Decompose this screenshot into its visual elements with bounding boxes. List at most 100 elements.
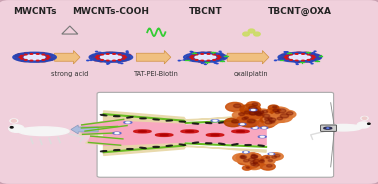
Ellipse shape — [307, 54, 310, 55]
Ellipse shape — [178, 60, 180, 61]
Circle shape — [244, 117, 248, 119]
Circle shape — [273, 109, 279, 112]
Polygon shape — [80, 126, 121, 135]
Ellipse shape — [20, 55, 23, 56]
Circle shape — [263, 116, 274, 122]
Ellipse shape — [314, 55, 319, 56]
Ellipse shape — [19, 57, 22, 58]
Ellipse shape — [24, 55, 45, 60]
Ellipse shape — [314, 51, 316, 52]
Circle shape — [265, 118, 269, 120]
Circle shape — [252, 154, 255, 156]
Circle shape — [249, 161, 260, 166]
Ellipse shape — [124, 59, 129, 60]
Circle shape — [361, 116, 368, 120]
Ellipse shape — [284, 57, 287, 58]
Ellipse shape — [310, 62, 311, 63]
Ellipse shape — [46, 55, 49, 56]
Ellipse shape — [166, 145, 172, 146]
Circle shape — [368, 123, 370, 124]
Ellipse shape — [219, 56, 222, 57]
Ellipse shape — [232, 144, 238, 145]
Ellipse shape — [218, 54, 224, 55]
Circle shape — [232, 120, 239, 123]
Ellipse shape — [47, 57, 50, 58]
Ellipse shape — [126, 58, 130, 59]
Ellipse shape — [260, 127, 268, 129]
Circle shape — [246, 102, 260, 109]
Circle shape — [232, 112, 247, 119]
Ellipse shape — [13, 52, 56, 62]
Ellipse shape — [268, 153, 275, 155]
Ellipse shape — [303, 52, 308, 54]
Circle shape — [241, 156, 246, 159]
Circle shape — [260, 163, 275, 170]
Ellipse shape — [282, 54, 285, 55]
Circle shape — [265, 121, 272, 124]
Circle shape — [266, 157, 270, 159]
Circle shape — [260, 159, 264, 161]
Polygon shape — [81, 126, 119, 134]
Ellipse shape — [155, 133, 173, 136]
Ellipse shape — [283, 58, 288, 59]
Circle shape — [10, 119, 18, 123]
Circle shape — [244, 153, 262, 162]
Ellipse shape — [306, 61, 310, 62]
Circle shape — [253, 163, 259, 166]
Ellipse shape — [18, 60, 22, 61]
Circle shape — [10, 127, 13, 128]
Polygon shape — [104, 111, 266, 123]
Circle shape — [251, 109, 259, 112]
Ellipse shape — [311, 58, 314, 59]
Circle shape — [256, 113, 263, 116]
Circle shape — [3, 129, 5, 130]
Ellipse shape — [120, 59, 126, 61]
Ellipse shape — [99, 52, 101, 53]
Ellipse shape — [49, 59, 53, 60]
Ellipse shape — [192, 54, 196, 55]
Circle shape — [254, 111, 262, 115]
FancyArrow shape — [227, 51, 269, 64]
Ellipse shape — [203, 53, 208, 54]
Circle shape — [245, 111, 249, 114]
Text: TBCNT: TBCNT — [189, 7, 222, 16]
Ellipse shape — [213, 120, 217, 121]
Ellipse shape — [325, 124, 362, 131]
Circle shape — [266, 155, 279, 161]
Ellipse shape — [188, 59, 194, 60]
Circle shape — [11, 120, 16, 122]
Ellipse shape — [305, 52, 309, 54]
Ellipse shape — [296, 53, 299, 54]
Ellipse shape — [245, 121, 251, 122]
Circle shape — [271, 112, 292, 122]
FancyArrow shape — [71, 125, 98, 134]
Circle shape — [242, 118, 247, 120]
Ellipse shape — [211, 120, 219, 122]
Ellipse shape — [166, 120, 172, 121]
Ellipse shape — [101, 55, 121, 60]
Circle shape — [247, 119, 255, 123]
Circle shape — [260, 117, 271, 123]
Ellipse shape — [115, 133, 119, 134]
Ellipse shape — [198, 61, 203, 62]
Ellipse shape — [210, 53, 215, 54]
Ellipse shape — [309, 60, 313, 61]
Circle shape — [248, 153, 257, 158]
Circle shape — [268, 107, 290, 117]
Circle shape — [263, 158, 275, 164]
Circle shape — [246, 162, 263, 170]
Ellipse shape — [208, 52, 212, 53]
Ellipse shape — [90, 56, 94, 57]
Ellipse shape — [117, 53, 121, 54]
Ellipse shape — [302, 60, 304, 61]
Ellipse shape — [113, 132, 121, 134]
Circle shape — [262, 110, 268, 113]
Circle shape — [257, 158, 266, 163]
Circle shape — [249, 158, 255, 161]
Circle shape — [268, 117, 272, 120]
Circle shape — [239, 117, 259, 127]
Circle shape — [249, 111, 257, 115]
Ellipse shape — [125, 56, 128, 57]
Ellipse shape — [290, 59, 294, 61]
Circle shape — [262, 155, 272, 161]
